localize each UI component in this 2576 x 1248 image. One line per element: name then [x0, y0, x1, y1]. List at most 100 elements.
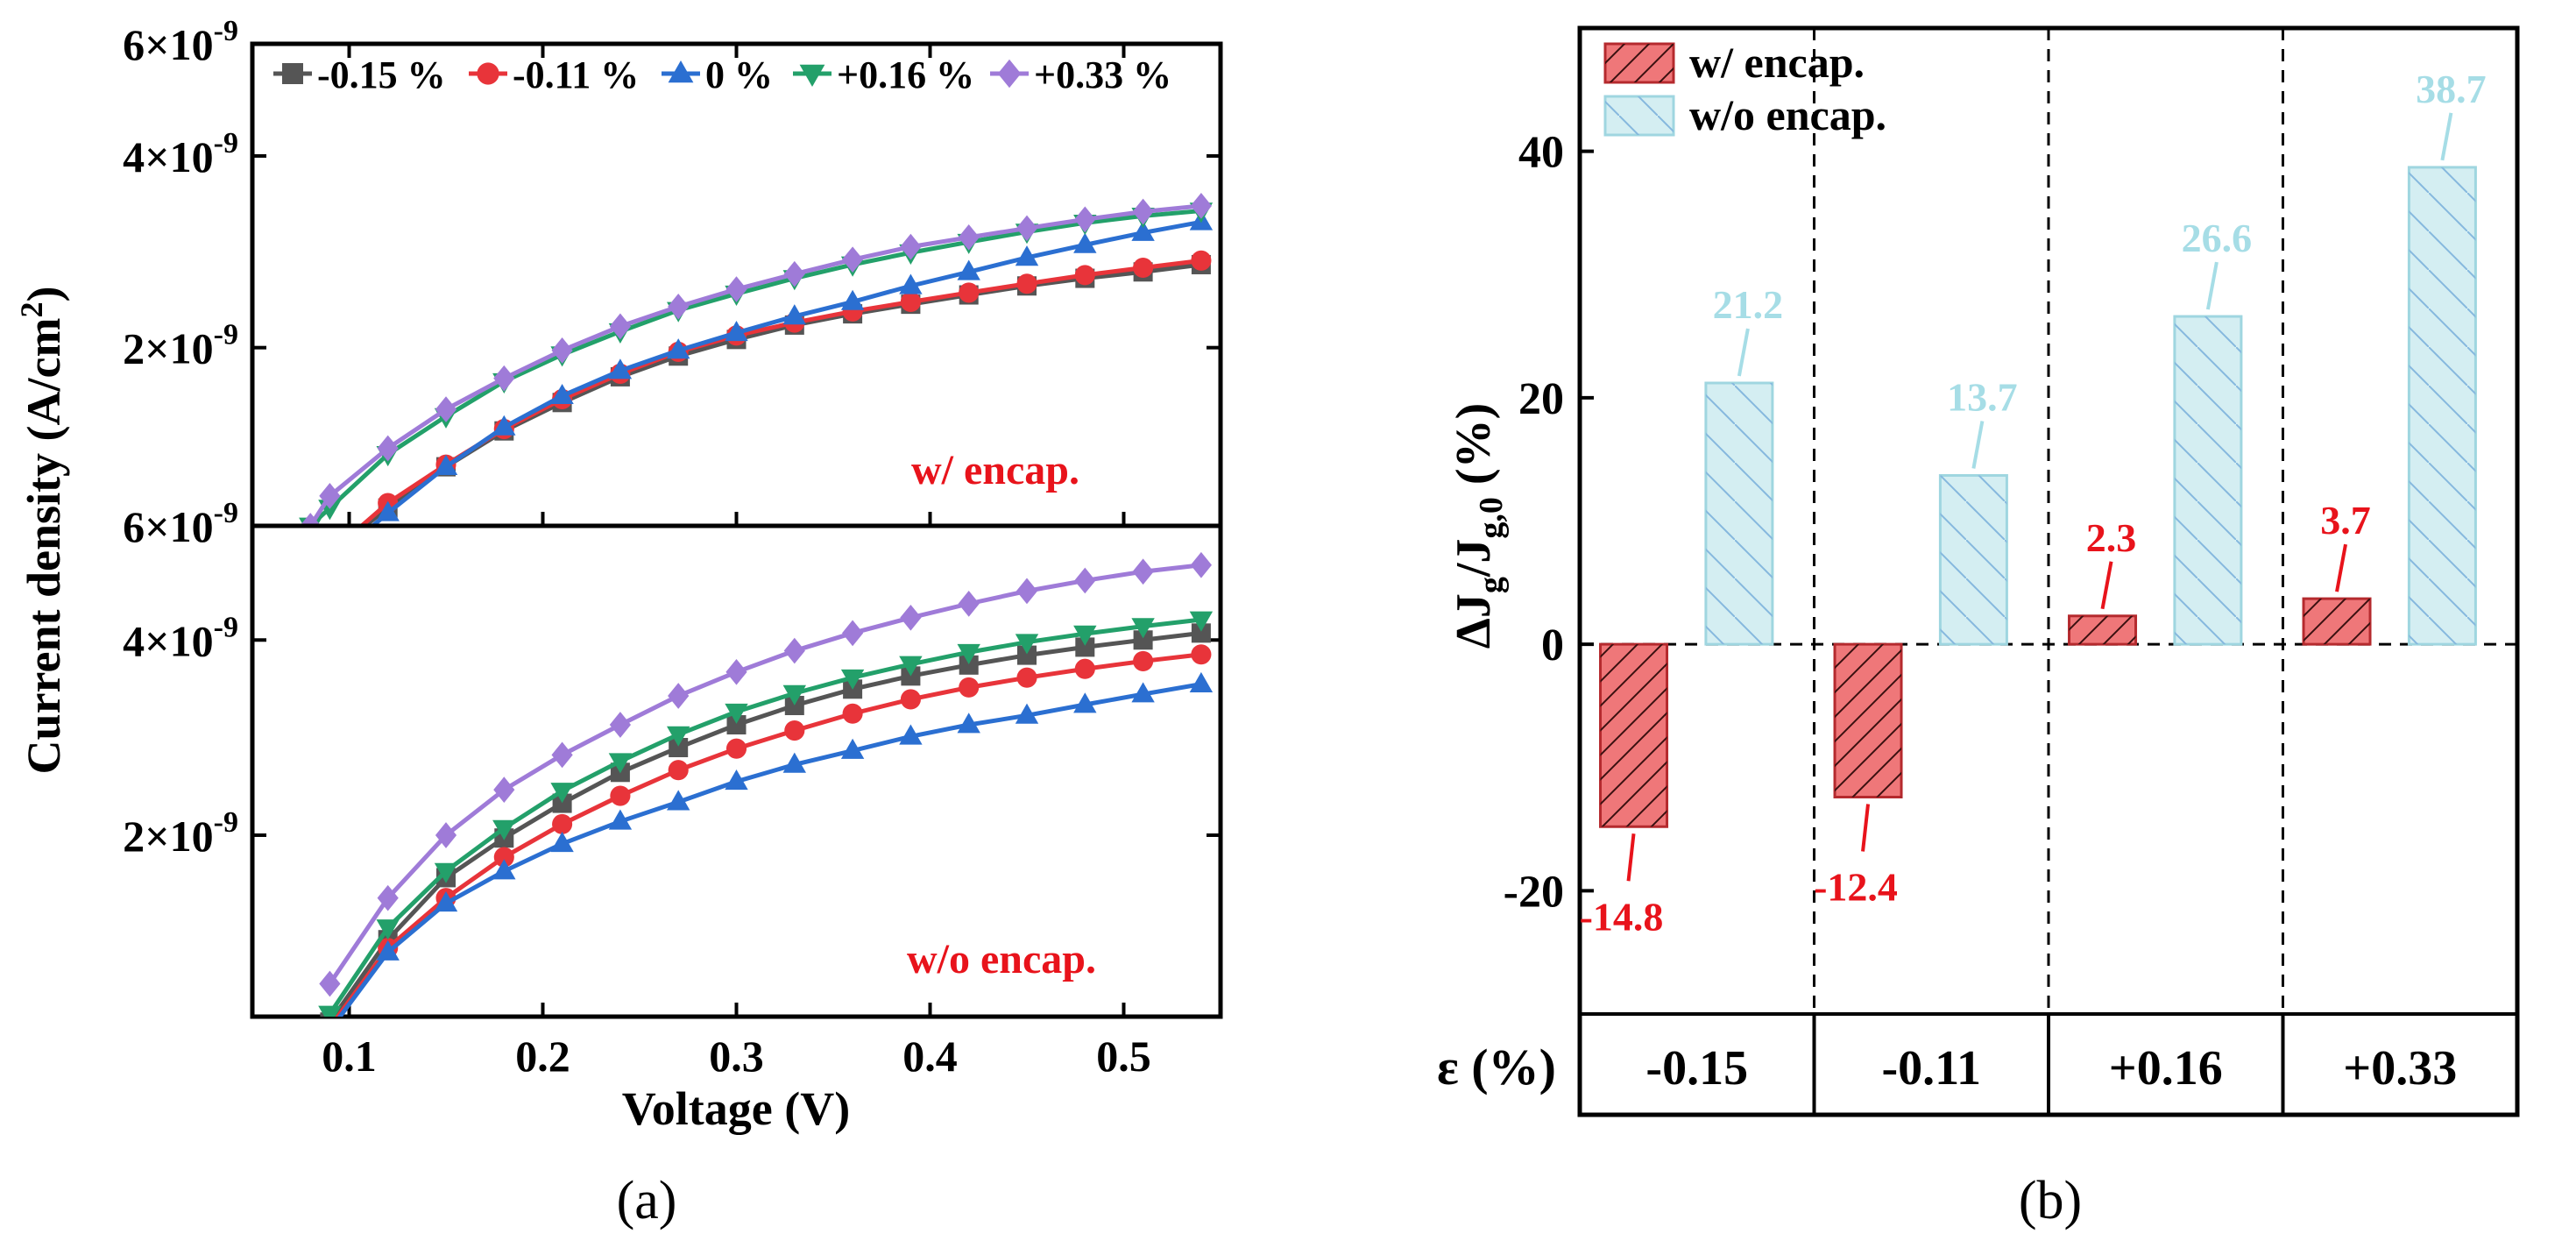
data-point — [1132, 558, 1154, 585]
bar-without-encap: 26.6 — [2173, 216, 2252, 646]
bar-without-encap: 38.7 — [2407, 67, 2487, 646]
series-line — [336, 682, 1202, 1017]
data-point — [608, 809, 633, 830]
data-point — [782, 752, 806, 773]
series-+0.33 % — [300, 192, 1212, 526]
panel-caption: (a) — [617, 1171, 677, 1230]
legend-label: +0.33 % — [1034, 53, 1171, 96]
data-series — [318, 551, 1214, 1017]
data-point — [1075, 637, 1095, 657]
bar-value-label: 2.3 — [2086, 515, 2137, 560]
legend-label: w/o encap. — [1689, 90, 1886, 139]
data-point — [959, 677, 980, 698]
data-point — [376, 500, 400, 521]
legend-label: 0 % — [705, 53, 773, 96]
data-point — [958, 591, 980, 617]
data-point — [320, 543, 340, 564]
data-point — [1073, 625, 1097, 646]
label-leader — [1861, 804, 1871, 852]
bar-hatch — [2304, 599, 2371, 645]
data-point — [300, 513, 322, 526]
bar-hatch — [1600, 644, 1667, 827]
data-point — [1191, 644, 1212, 665]
label-leader — [1737, 328, 1750, 377]
data-point — [669, 738, 689, 758]
data-point — [1016, 215, 1038, 242]
data-point — [492, 415, 516, 436]
data-point — [900, 233, 922, 260]
x-tick-label: 0.2 — [515, 1032, 570, 1081]
legend-marker — [477, 62, 499, 85]
data-point — [608, 358, 633, 379]
category-label: +0.33 — [2343, 1041, 2457, 1096]
series-line — [328, 563, 1202, 985]
data-point — [550, 832, 574, 853]
data-point — [551, 741, 573, 769]
y-tick-label: -20 — [1504, 867, 1564, 917]
data-point — [1190, 551, 1212, 578]
data-point — [1015, 245, 1039, 266]
data-point — [550, 783, 574, 804]
bar-value-label: 38.7 — [2416, 67, 2487, 111]
data-point — [318, 1005, 342, 1017]
encap-label: w/ encap. — [911, 447, 1079, 493]
data-point — [434, 454, 458, 475]
y-tick-label: 6×10-9 — [123, 15, 238, 69]
data-point — [609, 712, 631, 738]
data-point — [725, 769, 748, 791]
x-axis-label: Voltage (V) — [622, 1082, 850, 1135]
data-point — [899, 656, 923, 677]
label-leader — [2205, 261, 2219, 310]
bar-hatch — [1940, 475, 2007, 645]
y-tick-labels: 40 20 0 -20 — [1504, 128, 1594, 917]
series-line — [335, 652, 1202, 1017]
data-point — [1133, 650, 1154, 672]
data-point — [376, 919, 400, 940]
data-point — [783, 637, 805, 664]
series-+0.16 % — [318, 611, 1214, 1017]
bar-value-label: 13.7 — [1947, 374, 2018, 419]
category-label: -0.15 — [1645, 1041, 1748, 1096]
data-point — [608, 753, 633, 774]
data-point — [552, 793, 572, 813]
data-point — [1189, 671, 1214, 692]
data-point — [725, 276, 747, 302]
legend-item: w/ encap. — [1603, 38, 1865, 87]
data-point — [1073, 692, 1097, 713]
data-point — [435, 822, 457, 848]
data-point — [1016, 667, 1037, 688]
data-point — [726, 715, 747, 735]
legend-item: -0.15 % — [273, 53, 446, 96]
data-point — [1132, 198, 1154, 225]
bar-hatch — [2069, 615, 2136, 645]
y-tick-label: 4×10-9 — [123, 127, 238, 181]
legend-item: +0.33 % — [990, 53, 1171, 96]
bars: -14.8 21.2 -12.4 13.7 2.3 26.6 3.7 38.7 — [1580, 67, 2487, 939]
bar-without-encap: 21.2 — [1704, 282, 1783, 646]
data-point — [1074, 206, 1096, 233]
data-point — [1190, 192, 1212, 219]
bar-with-encap: 2.3 — [2068, 515, 2138, 646]
legend-label: w/ encap. — [1689, 38, 1865, 87]
y-tick-label: 6×10-9 — [123, 497, 238, 551]
x-tick-label: 0.5 — [1096, 1032, 1151, 1081]
data-point — [900, 291, 921, 312]
data-point — [435, 396, 457, 422]
data-point — [434, 890, 458, 912]
category-label: -0.11 — [1881, 1041, 1981, 1096]
label-leader — [1626, 833, 1636, 882]
data-point — [784, 720, 805, 741]
data-point — [1015, 703, 1039, 724]
encap-label: w/o encap. — [907, 936, 1096, 982]
data-point — [376, 940, 400, 961]
data-point — [842, 703, 863, 724]
legend: w/ encap.w/o encap. — [1603, 38, 1886, 139]
y-tick-label: 2×10-9 — [123, 319, 238, 373]
series-line — [330, 630, 1202, 1017]
category-label: +0.16 — [2109, 1041, 2223, 1096]
data-point — [492, 859, 516, 880]
label-leader — [2100, 561, 2113, 610]
legend-item: +0.16 % — [793, 53, 974, 96]
data-point — [318, 550, 341, 571]
data-point — [899, 724, 923, 745]
